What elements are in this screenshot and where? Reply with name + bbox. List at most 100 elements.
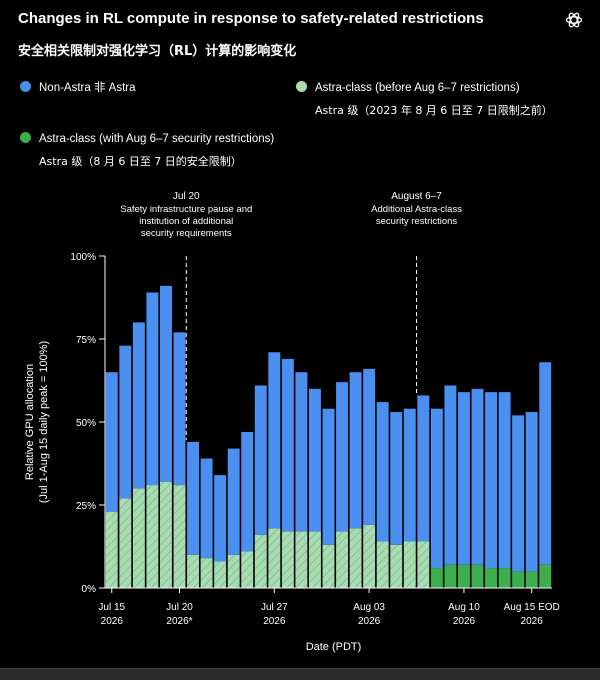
bar-non-astra [539, 362, 552, 565]
bar-non-astra [363, 368, 376, 525]
bar-astra-before [105, 511, 118, 588]
x-tick-label: Jul 27 [261, 602, 288, 613]
axes-group: 0% 25% 50% 75% 100% Jul 15 2026 Jul 20 2026* Jul … [24, 252, 560, 653]
legend-label: Astra-class (before Aug 6–7 restrictions… [315, 82, 520, 94]
legend-item-astra-before: Astra-class (before Aug 6–7 restrictions… [296, 80, 553, 119]
bar-astra-before [390, 544, 403, 588]
bar-non-astra [200, 458, 213, 559]
bar-non-astra [498, 392, 511, 569]
x-axis-label: Date (PDT) [306, 641, 362, 653]
x-tick-label: Aug 15 EOD [504, 602, 560, 613]
bar-astra-before [281, 531, 294, 588]
bar-astra-before [254, 534, 267, 588]
bar-astra-after [512, 571, 525, 588]
bar-non-astra [336, 382, 349, 532]
bar-non-astra [471, 388, 484, 565]
bar-non-astra [376, 402, 389, 542]
y-tick-label: 25% [76, 501, 96, 512]
bar-astra-before [295, 531, 308, 588]
bar-astra-after [457, 564, 470, 588]
bar-non-astra [173, 332, 186, 486]
legend-sublabel: Astra 级（8 月 6 日至 7 日的安全限制） [39, 155, 242, 168]
bar-astra-before [200, 558, 213, 588]
annotation-text: Safety infrastructure pause and [120, 204, 252, 215]
bar-astra-before [336, 531, 349, 588]
bar-non-astra [457, 392, 470, 565]
x-tick-label: 2026 [521, 616, 544, 627]
bar-non-astra [308, 388, 321, 532]
bar-non-astra [349, 372, 362, 529]
x-tick-label: 2026 [263, 616, 286, 627]
bar-astra-before [132, 488, 145, 588]
bar-astra-after [430, 568, 443, 588]
bar-non-astra [281, 358, 294, 532]
y-axis-label: Relative GPU allocation [24, 364, 36, 480]
bar-non-astra [403, 408, 416, 542]
bar-non-astra [444, 385, 457, 565]
bar-astra-before [173, 485, 186, 588]
bar-astra-after [444, 564, 457, 588]
annotation-text: security requirements [141, 228, 232, 239]
annotation-title: August 6–7 [391, 191, 442, 202]
annotation-title: Jul 20 [173, 191, 200, 202]
bar-astra-before [376, 541, 389, 588]
legend-swatch-non-astra [20, 81, 31, 92]
bar-non-astra [525, 412, 538, 572]
bar-non-astra [105, 372, 118, 512]
bar-non-astra [227, 448, 240, 555]
x-tick-label: Jul 15 [98, 602, 125, 613]
legend-item-non-astra: Non-Astra 非 Astra [20, 80, 136, 96]
bar-non-astra [119, 345, 132, 499]
legend-label: Non-Astra 非 Astra [39, 82, 136, 94]
bar-non-astra [187, 441, 200, 555]
bar-non-astra [295, 372, 308, 532]
bar-non-astra [159, 285, 172, 482]
bar-astra-before [322, 544, 335, 588]
openai-logo-icon [565, 12, 583, 28]
bar-astra-before [363, 524, 376, 588]
chart-subtitle: 安全相关限制对强化学习（RL）计算的影响变化 [18, 44, 297, 59]
bars-group [105, 285, 552, 588]
bar-non-astra [241, 431, 254, 552]
y-axis-label: (Jul 1-Aug 15 daily peak = 100%) [38, 341, 50, 503]
legend-swatch-astra-before [296, 81, 307, 92]
annotations-group: Jul 20 Safety infrastructure pause andins… [120, 191, 462, 440]
annotation-text: Additional Astra-class [371, 204, 462, 215]
x-tick-label: 2026 [358, 616, 381, 627]
x-tick-label: 2026* [166, 616, 192, 627]
bar-astra-before [214, 561, 227, 588]
bar-astra-after [525, 571, 538, 588]
bar-astra-before [241, 551, 254, 588]
legend-label: Astra-class (with Aug 6–7 security restr… [39, 133, 275, 145]
x-tick-label: Jul 20 [166, 602, 193, 613]
x-tick-label: 2026 [101, 616, 124, 627]
legend-swatch-astra-after [20, 132, 31, 143]
dock-bar [0, 668, 600, 680]
bar-astra-after [539, 564, 552, 588]
bar-non-astra [268, 352, 281, 529]
bar-astra-after [471, 564, 484, 588]
bar-non-astra [146, 292, 159, 486]
x-tick-label: 2026 [453, 616, 476, 627]
chart-title: Changes in RL compute in response to saf… [18, 10, 484, 27]
annotation-text: institution of additional [139, 216, 233, 227]
x-tick-label: Aug 03 [353, 602, 385, 613]
bar-astra-before [146, 485, 159, 588]
bar-astra-before [349, 528, 362, 588]
bar-astra-before [403, 541, 416, 588]
bar-astra-before [187, 554, 200, 588]
bar-non-astra [132, 322, 145, 489]
legend-item-astra-after: Astra-class (with Aug 6–7 security restr… [20, 131, 274, 170]
bar-non-astra [430, 408, 443, 569]
bar-astra-after [498, 568, 511, 588]
bar-astra-before [159, 481, 172, 588]
bar-astra-before [268, 528, 281, 588]
bar-non-astra [390, 412, 403, 545]
bar-non-astra [417, 395, 430, 542]
bar-astra-after [485, 568, 498, 588]
bar-non-astra [485, 392, 498, 569]
annotation-text: security restrictions [376, 216, 458, 227]
x-tick-label: Aug 10 [448, 602, 480, 613]
bar-astra-before [308, 531, 321, 588]
